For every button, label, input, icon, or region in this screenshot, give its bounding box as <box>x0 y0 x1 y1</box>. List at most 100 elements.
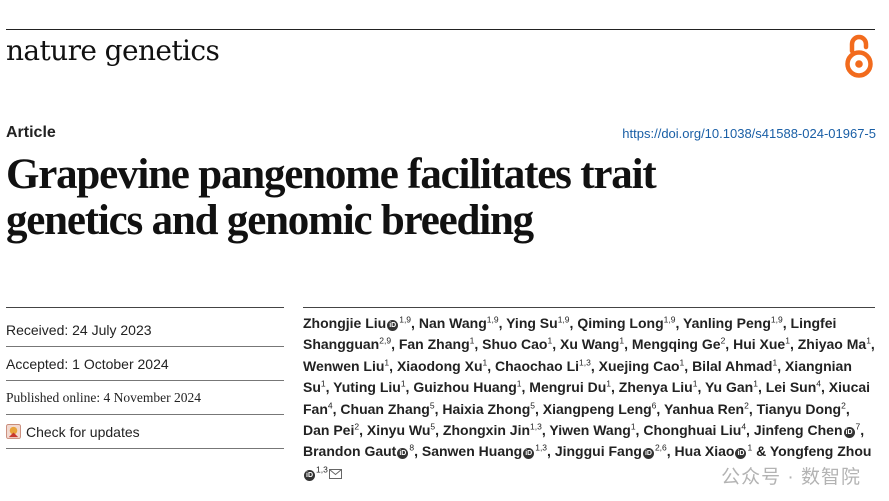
author-name[interactable]: Chonghuai Liu <box>643 422 742 439</box>
orcid-icon[interactable]: iD <box>523 448 535 460</box>
orcid-icon[interactable]: iD <box>304 469 315 481</box>
author-affiliation: 1 <box>547 335 553 346</box>
orcid-icon[interactable]: iD <box>397 448 409 460</box>
author-affiliation: 1 <box>692 378 698 389</box>
meta-rule <box>6 307 284 308</box>
author-name[interactable]: Shuo Cao <box>482 336 548 353</box>
author-name[interactable]: Chaochao Li <box>495 357 580 374</box>
authors-rule <box>303 307 875 308</box>
author-name[interactable]: Haixia Zhong <box>442 400 531 417</box>
author-name[interactable]: Qiming Long <box>577 315 664 331</box>
author-name[interactable]: Guizhou Huang <box>413 379 517 396</box>
author-name[interactable]: Hua Xiao <box>674 443 735 460</box>
author-name[interactable]: Dan Pei <box>303 422 355 439</box>
author-name[interactable]: Wenwen Liu <box>303 357 385 374</box>
check-for-updates-button[interactable]: Check for updates <box>6 415 284 449</box>
author-name[interactable]: Xu Wang <box>560 336 620 353</box>
doi-link[interactable]: https://doi.org/10.1038/s41588-024-01967… <box>622 126 876 141</box>
author-affiliation: 1 <box>753 378 758 389</box>
author-affiliation: 5 <box>429 399 435 410</box>
author-affiliation: 4 <box>816 378 822 389</box>
author-affiliation: 8 <box>409 442 415 453</box>
author-affiliation: 2 <box>841 399 846 410</box>
author-affiliation: 1 <box>400 378 406 389</box>
author-affiliation: 2 <box>744 399 749 410</box>
author-name[interactable]: Lei Sun <box>765 379 817 396</box>
author-name[interactable]: Yanling Peng <box>683 315 771 331</box>
author-affiliation: 2,9 <box>379 335 392 346</box>
author-affiliation: 1,9 <box>557 314 570 325</box>
author-name[interactable]: Zhiyao Ma <box>797 336 867 353</box>
author-affiliation: 1,9 <box>770 314 783 325</box>
author-affiliation: 1 <box>679 357 685 368</box>
author-name[interactable]: Xiangnian Su <box>303 357 852 396</box>
author-name[interactable]: Mengqing Ge <box>631 336 721 353</box>
orcid-icon[interactable]: iD <box>642 448 654 460</box>
author-affiliation: 1,3 <box>316 464 328 475</box>
author-name[interactable]: Lingfei Shangguan <box>303 315 837 353</box>
article-type: Article <box>6 124 56 141</box>
accepted-date: Accepted: 1 October 2024 <box>6 347 284 381</box>
author-affiliation: 1,9 <box>486 314 499 325</box>
author-name[interactable]: Sanwen Huang <box>421 443 523 460</box>
open-access-icon <box>845 34 873 78</box>
author-name[interactable]: Chuan Zhang <box>340 400 430 417</box>
journal-logo[interactable]: nature genetics <box>6 34 220 67</box>
author-name[interactable]: Yuting Liu <box>333 379 401 396</box>
orcid-icon[interactable]: iD <box>387 320 399 331</box>
author-name[interactable]: Xiangpeng Leng <box>542 400 652 417</box>
author-affiliation: 1,3 <box>579 357 591 368</box>
author-affiliation: 4 <box>327 399 333 410</box>
author-name[interactable]: Xiaodong Xu <box>396 357 483 374</box>
author-affiliation: 1 <box>866 335 871 346</box>
author-name[interactable]: Bilal Ahmad <box>692 357 773 374</box>
author-affiliation: 1,3 <box>530 421 542 432</box>
received-date: Received: 24 July 2023 <box>6 313 284 347</box>
author-name[interactable]: Hui Xue <box>733 336 786 353</box>
author-affiliation: 1 <box>469 335 475 346</box>
author-affiliation: 6 <box>651 399 657 410</box>
author-affiliation: 2 <box>354 421 360 432</box>
mail-icon[interactable] <box>328 468 342 479</box>
author-name[interactable]: Zhongjie Liu <box>303 315 387 331</box>
published-date: Published online: 4 November 2024 <box>6 381 284 415</box>
author-name[interactable]: Xiucai Fan <box>303 379 871 417</box>
author-name[interactable]: Xinyu Wu <box>366 422 431 439</box>
article-title: Grapevine pangenome facilitates trait ge… <box>6 152 866 244</box>
author-affiliation: 4 <box>741 421 747 432</box>
author-affiliation: 7 <box>855 421 861 432</box>
author-list: Zhongjie Liu iD1,9, Nan Wang1,9, Ying Su1… <box>303 314 875 481</box>
author-affiliation: 1 <box>619 335 625 346</box>
author-name[interactable]: Zhenya Liu <box>618 379 693 396</box>
author-name[interactable]: Yongfeng Zhou <box>769 443 872 460</box>
author-affiliation: 5 <box>430 421 436 432</box>
author-name[interactable]: Jinfeng Chen <box>753 422 843 439</box>
author-name[interactable]: Yanhua Ren <box>663 400 745 417</box>
author-name[interactable]: Yiwen Wang <box>549 422 631 439</box>
author-affiliation: 1,9 <box>399 314 412 325</box>
author-name[interactable]: Brandon Gaut <box>303 443 397 460</box>
title-line-2: genetics and genomic breeding <box>6 197 534 244</box>
orcid-icon[interactable]: iD <box>735 448 747 460</box>
author-affiliation: 1 <box>747 442 753 453</box>
author-affiliation: 1 <box>606 378 612 389</box>
author-name[interactable]: Zhongxin Jin <box>442 422 531 439</box>
author-name[interactable]: Xuejing Cao <box>598 357 680 374</box>
author-affiliation: 1 <box>630 421 636 432</box>
author-name[interactable]: Fan Zhang <box>398 336 470 353</box>
article-history: Received: 24 July 2023 Accepted: 1 Octob… <box>6 313 284 449</box>
author-name[interactable]: Yu Gan <box>704 379 754 396</box>
author-affiliation: 1 <box>482 357 488 368</box>
author-name[interactable]: Tianyu Dong <box>756 400 842 417</box>
author-affiliation: 1 <box>772 357 778 368</box>
author-name[interactable]: Ying Su <box>506 315 558 331</box>
author-affiliation: 1 <box>516 378 522 389</box>
check-for-updates-label: Check for updates <box>26 423 140 440</box>
author-name[interactable]: Mengrui Du <box>529 379 607 396</box>
header-rule <box>6 29 875 30</box>
check-for-updates-icon <box>6 424 21 439</box>
author-name[interactable]: Jinggui Fang <box>554 443 642 460</box>
author-affiliation: 1,3 <box>535 442 548 453</box>
orcid-icon[interactable]: iD <box>843 427 855 439</box>
author-name[interactable]: Nan Wang <box>418 315 487 331</box>
